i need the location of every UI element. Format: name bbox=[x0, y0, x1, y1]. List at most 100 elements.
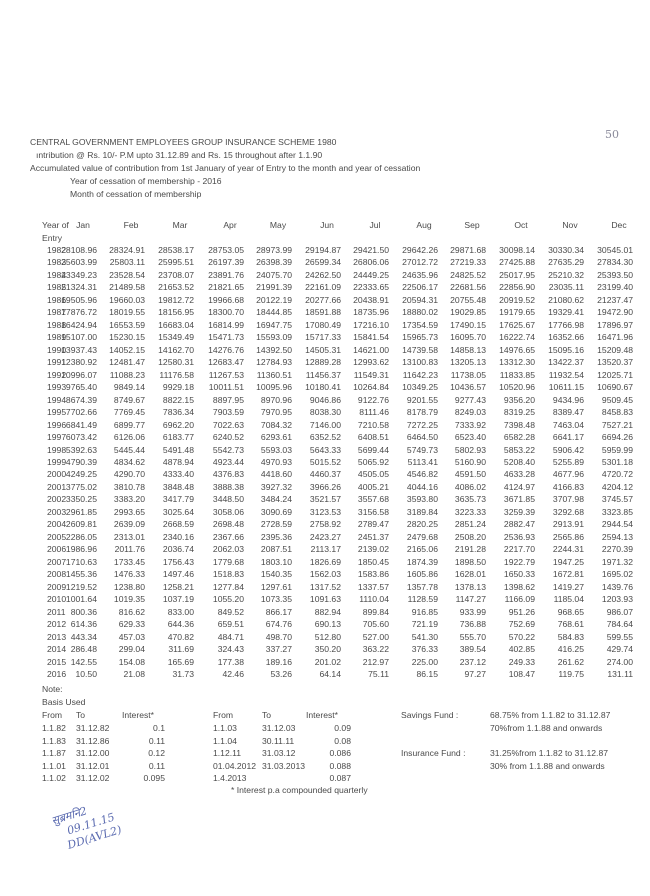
value-cell: 1073.35 bbox=[260, 594, 292, 605]
value-cell: 2698.48 bbox=[212, 519, 244, 530]
value-cell: 5392.63 bbox=[65, 444, 97, 455]
value-cell: 1986.96 bbox=[65, 544, 97, 555]
value-cell: 2087.51 bbox=[260, 544, 292, 555]
value-cell: 28538.17 bbox=[158, 245, 194, 255]
value-cell: 11738.05 bbox=[450, 369, 486, 380]
rate-from: 1.1.83 bbox=[42, 735, 66, 746]
value-cell: 6962.20 bbox=[162, 419, 194, 430]
value-cell: 75.11 bbox=[368, 668, 389, 679]
value-cell: 26599.34 bbox=[305, 257, 341, 268]
value-cell: 6523.40 bbox=[454, 432, 486, 443]
value-cell: 201.02 bbox=[314, 656, 341, 667]
value-cell: 29421.50 bbox=[353, 245, 389, 255]
entry-year: 2007 bbox=[47, 556, 67, 567]
entry-year: 2011 bbox=[47, 606, 66, 617]
year-of-header: Year of bbox=[42, 220, 69, 230]
value-cell: 14621.00 bbox=[353, 344, 389, 355]
entry-year: 1998 bbox=[47, 444, 67, 455]
value-cell: 10436.57 bbox=[450, 382, 486, 393]
insurance-fund-line2: 30% from 1.1.88 and onwards bbox=[490, 761, 605, 771]
contribution-line: ıntribution @ Rs. 10/- P.M upto 31.12.89… bbox=[36, 150, 323, 160]
value-cell: 22681.56 bbox=[450, 282, 486, 293]
value-cell: 1583.86 bbox=[357, 569, 389, 580]
value-cell: 416.25 bbox=[557, 644, 584, 655]
value-cell: 1203.93 bbox=[601, 594, 633, 605]
value-cell: 9849.14 bbox=[113, 382, 145, 393]
value-cell: 3323.85 bbox=[601, 506, 633, 517]
value-cell: 20438.91 bbox=[353, 294, 389, 305]
value-cell: 3448.50 bbox=[212, 494, 244, 505]
value-cell: 177.38 bbox=[217, 656, 244, 667]
value-cell: 5255.89 bbox=[552, 456, 584, 467]
value-cell: 14858.13 bbox=[450, 344, 486, 355]
value-cell: 28324.91 bbox=[109, 245, 145, 255]
value-cell: 17876.72 bbox=[61, 307, 97, 318]
value-cell: 1110.04 bbox=[359, 594, 389, 605]
value-cell: 6694.26 bbox=[601, 432, 633, 443]
value-cell: 225.00 bbox=[411, 656, 438, 667]
value-cell: 10611.15 bbox=[548, 382, 584, 393]
value-cell: 11176.58 bbox=[159, 369, 194, 380]
value-cell: 1277.84 bbox=[212, 581, 244, 592]
value-cell: 7333.92 bbox=[454, 419, 486, 430]
value-cell: 10264.84 bbox=[353, 382, 389, 393]
value-cell: 3966.26 bbox=[309, 481, 341, 492]
value-cell: 7398.48 bbox=[503, 419, 535, 430]
value-cell: 131.11 bbox=[607, 668, 633, 679]
value-cell: 10.50 bbox=[75, 668, 97, 679]
value-cell: 6352.52 bbox=[309, 432, 341, 443]
value-cell: 21.08 bbox=[123, 668, 145, 679]
value-cell: 4633.28 bbox=[503, 469, 535, 480]
value-cell: 15095.16 bbox=[548, 344, 584, 355]
value-cell: 1628.01 bbox=[454, 569, 486, 580]
value-cell: 3259.39 bbox=[503, 506, 535, 517]
entry-year: 2000 bbox=[47, 469, 67, 480]
value-cell: 1455.36 bbox=[65, 569, 97, 580]
value-cell: 16352.66 bbox=[548, 332, 584, 343]
value-cell: 376.33 bbox=[411, 644, 438, 655]
value-cell: 12993.62 bbox=[353, 357, 389, 368]
value-cell: 916.85 bbox=[411, 606, 438, 617]
value-cell: 4878.94 bbox=[162, 456, 194, 467]
value-cell: 3707.98 bbox=[552, 494, 584, 505]
value-cell: 4044.16 bbox=[406, 481, 438, 492]
value-cell: 15965.73 bbox=[402, 332, 438, 343]
interest-footnote: * Interest p.a compounded quarterly bbox=[231, 785, 368, 795]
value-cell: 5906.42 bbox=[552, 444, 584, 455]
value-cell: 498.70 bbox=[265, 631, 292, 642]
value-cell: 21489.58 bbox=[109, 282, 145, 293]
value-cell: 599.55 bbox=[606, 631, 633, 642]
value-cell: 2913.91 bbox=[552, 519, 584, 530]
value-cell: 5301.18 bbox=[601, 456, 633, 467]
value-cell: 8178.79 bbox=[406, 407, 438, 418]
value-cell: 5445.44 bbox=[113, 444, 145, 455]
value-cell: 3058.06 bbox=[212, 506, 244, 517]
value-cell: 17216.10 bbox=[353, 319, 389, 330]
value-cell: 4290.70 bbox=[113, 469, 145, 480]
value-cell: 2565.86 bbox=[552, 531, 584, 542]
value-cell: 21324.31 bbox=[61, 282, 97, 293]
value-cell: 13205.13 bbox=[450, 357, 486, 368]
value-cell: 2139.02 bbox=[357, 544, 389, 555]
insurance-fund-line1: 31.25%from 1.1.82 to 31.12.87 bbox=[490, 748, 609, 758]
value-cell: 18444.85 bbox=[256, 307, 292, 318]
value-cell: 24262.50 bbox=[305, 269, 341, 280]
value-cell: 2367.66 bbox=[212, 531, 244, 542]
value-cell: 2961.85 bbox=[65, 506, 97, 517]
value-cell: 736.88 bbox=[459, 619, 486, 630]
entry-year: 1985 bbox=[47, 282, 67, 293]
value-cell: 3292.68 bbox=[552, 506, 584, 517]
value-cell: 1398.62 bbox=[503, 581, 535, 592]
value-cell: 457.03 bbox=[118, 631, 145, 642]
value-cell: 13520.37 bbox=[597, 357, 633, 368]
value-cell: 19329.41 bbox=[548, 307, 584, 318]
month-header-feb: Feb bbox=[123, 220, 139, 230]
value-cell: 4124.97 bbox=[503, 481, 535, 492]
value-cell: 53.26 bbox=[270, 668, 292, 679]
rate-interest: 0.11 bbox=[148, 735, 165, 746]
value-cell: 2508.20 bbox=[454, 531, 486, 542]
value-cell: 2536.93 bbox=[503, 531, 535, 542]
value-cell: 21080.62 bbox=[548, 294, 584, 305]
value-cell: 23199.40 bbox=[597, 282, 633, 293]
value-cell: 1562.03 bbox=[309, 569, 341, 580]
